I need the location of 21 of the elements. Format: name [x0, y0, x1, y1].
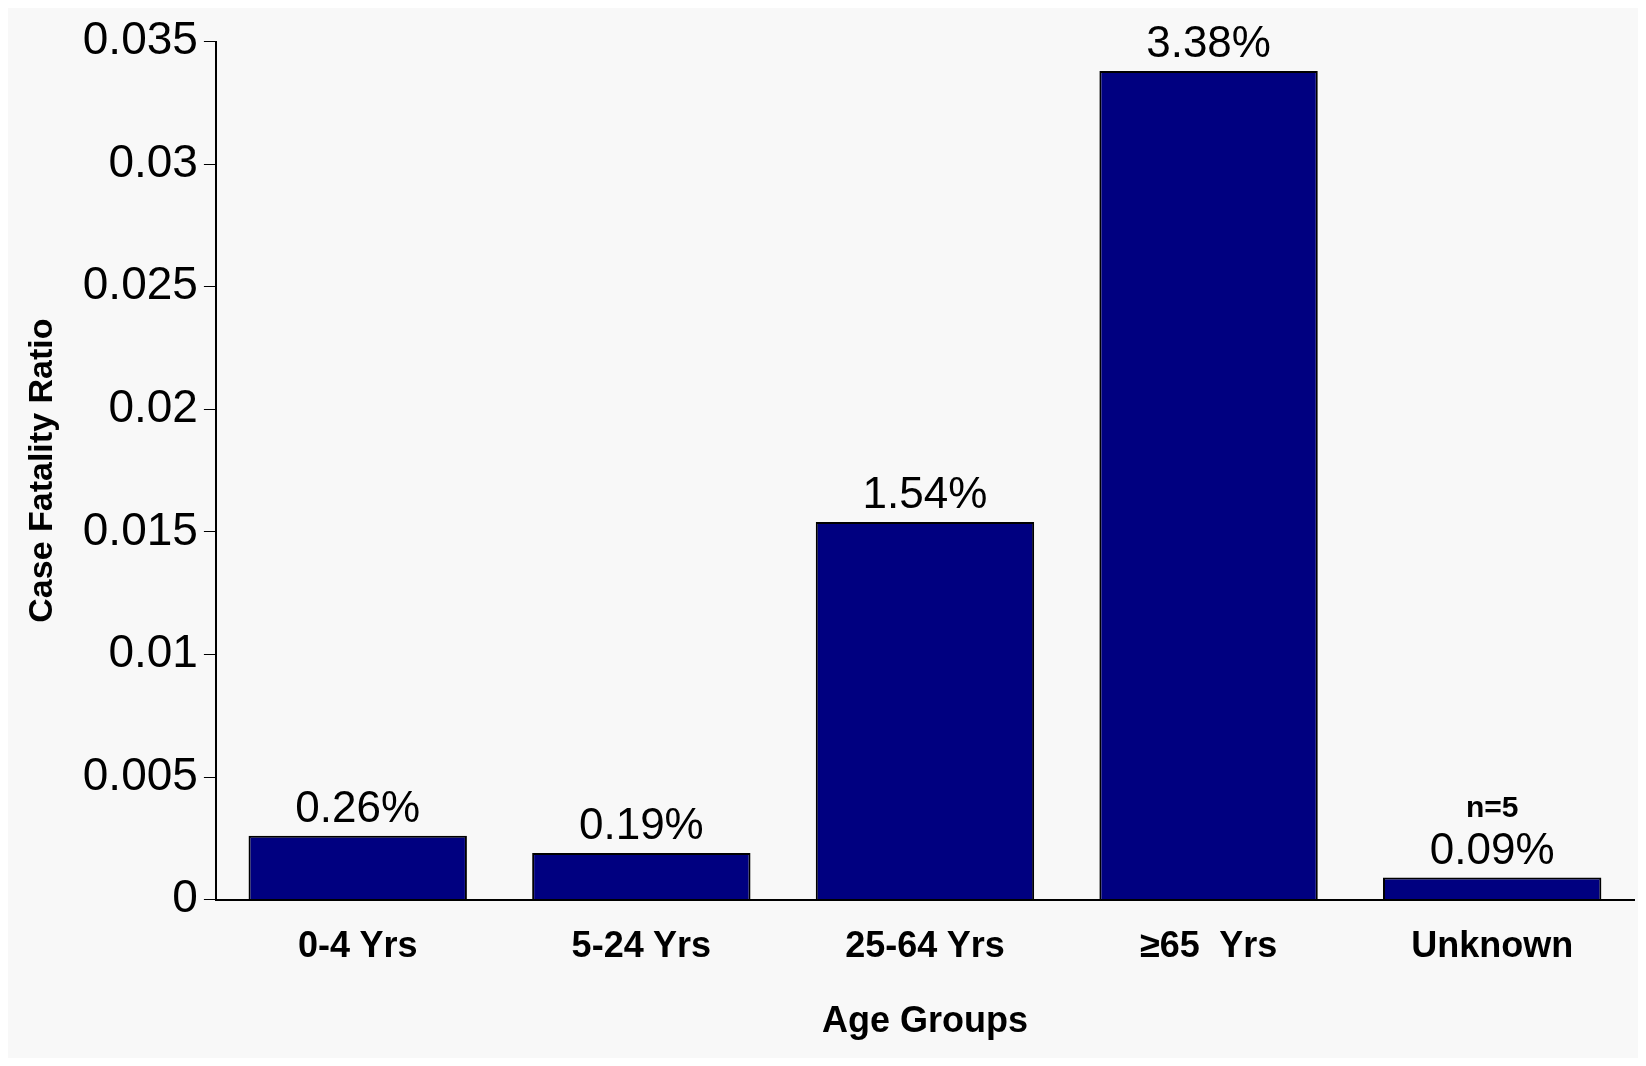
y-tick-label: 0.025	[82, 257, 198, 310]
x-axis-title: Age Groups	[821, 999, 1028, 1041]
y-tick-label: 0	[172, 870, 198, 923]
y-tick-label: 0.03	[108, 134, 198, 187]
x-tick-label: ≥65 Yrs	[1139, 924, 1278, 966]
y-tick-label: 0.02	[108, 380, 198, 432]
y-tick-label: 0.015	[82, 502, 198, 555]
data-label: 0.09%	[1429, 823, 1555, 873]
x-tick-label: 25-64 Yrs	[845, 924, 1005, 966]
data-label: 1.54%	[862, 468, 988, 518]
data-label: 3.38%	[1146, 17, 1271, 67]
y-tick-label: 0.035	[82, 12, 198, 65]
data-label: 0.19%	[578, 799, 704, 849]
x-tick-label: Unknown	[1411, 924, 1574, 966]
x-tick-label: 5-24 Yrs	[571, 924, 712, 966]
y-tick-label: 0.005	[82, 747, 198, 800]
y-axis-title: Case Fatality Ratio	[20, 318, 59, 623]
data-label: 0.26%	[295, 782, 421, 831]
annotation: n=5	[1465, 789, 1519, 823]
x-tick-label: 0-4 Yrs	[298, 924, 418, 966]
y-tick-label: 0.01	[108, 625, 198, 678]
